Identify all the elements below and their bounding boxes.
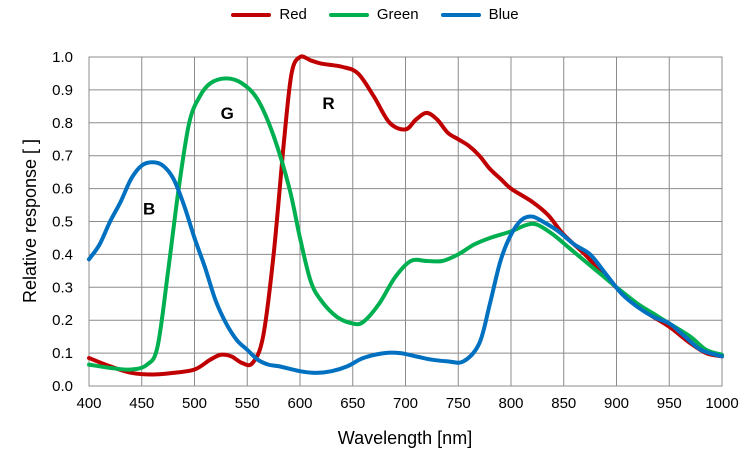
y-tick-label: 0.4 (52, 246, 73, 263)
series-line-blue (87, 160, 724, 375)
y-tick-label: 0.7 (52, 148, 73, 165)
annotation-g: G (221, 104, 234, 123)
grid (88, 56, 723, 387)
y-tick-label: 0.8 (52, 115, 73, 132)
annotations: R G B (143, 94, 335, 218)
x-tick-label: 450 (129, 395, 154, 412)
y-tick-label: 0.3 (52, 279, 73, 296)
x-tick-label: 500 (182, 395, 207, 412)
y-tick-label: 0.1 (52, 345, 73, 362)
y-tick-label: 0.9 (52, 82, 73, 99)
legend-item-green: Green (328, 6, 419, 23)
x-tick-label: 750 (446, 395, 471, 412)
x-tick-label: 600 (287, 395, 312, 412)
legend-swatch-green (328, 12, 369, 17)
x-axis-label: Wavelength [nm] (338, 428, 472, 448)
legend-label-blue: Blue (488, 6, 519, 23)
annotation-b: B (143, 199, 155, 218)
x-tick-label: 800 (498, 395, 523, 412)
x-tick-label: 900 (604, 395, 629, 412)
y-tick-label: 0.5 (52, 214, 73, 231)
x-tick-label: 950 (657, 395, 682, 412)
tick-labels: 400 450 500 550 600 650 700 750 800 850 900 950 1000… (52, 49, 739, 412)
x-tick-label: 700 (393, 395, 418, 412)
y-axis-label: Relative response [ ] (20, 139, 40, 303)
legend-item-red: Red (231, 6, 307, 23)
annotation-r: R (322, 94, 334, 113)
y-tick-label: 1.0 (52, 49, 73, 66)
y-tick-label: 0.0 (52, 378, 73, 395)
legend-label-green: Green (376, 6, 419, 23)
series-line-green (87, 76, 724, 372)
x-tick-label: 850 (551, 395, 576, 412)
legend-item-blue: Blue (440, 6, 519, 23)
legend-swatch-blue (440, 12, 481, 17)
legend-swatch-red (231, 12, 272, 17)
x-tick-label: 550 (235, 395, 260, 412)
y-tick-label: 0.6 (52, 181, 73, 198)
x-tick-label: 650 (340, 395, 365, 412)
legend-label-red: Red (279, 6, 307, 23)
series-group (87, 54, 724, 377)
y-tick-label: 0.2 (52, 312, 73, 329)
x-tick-label: 1000 (705, 395, 738, 412)
x-tick-label: 400 (76, 395, 101, 412)
legend: Red Green Blue (0, 6, 750, 23)
